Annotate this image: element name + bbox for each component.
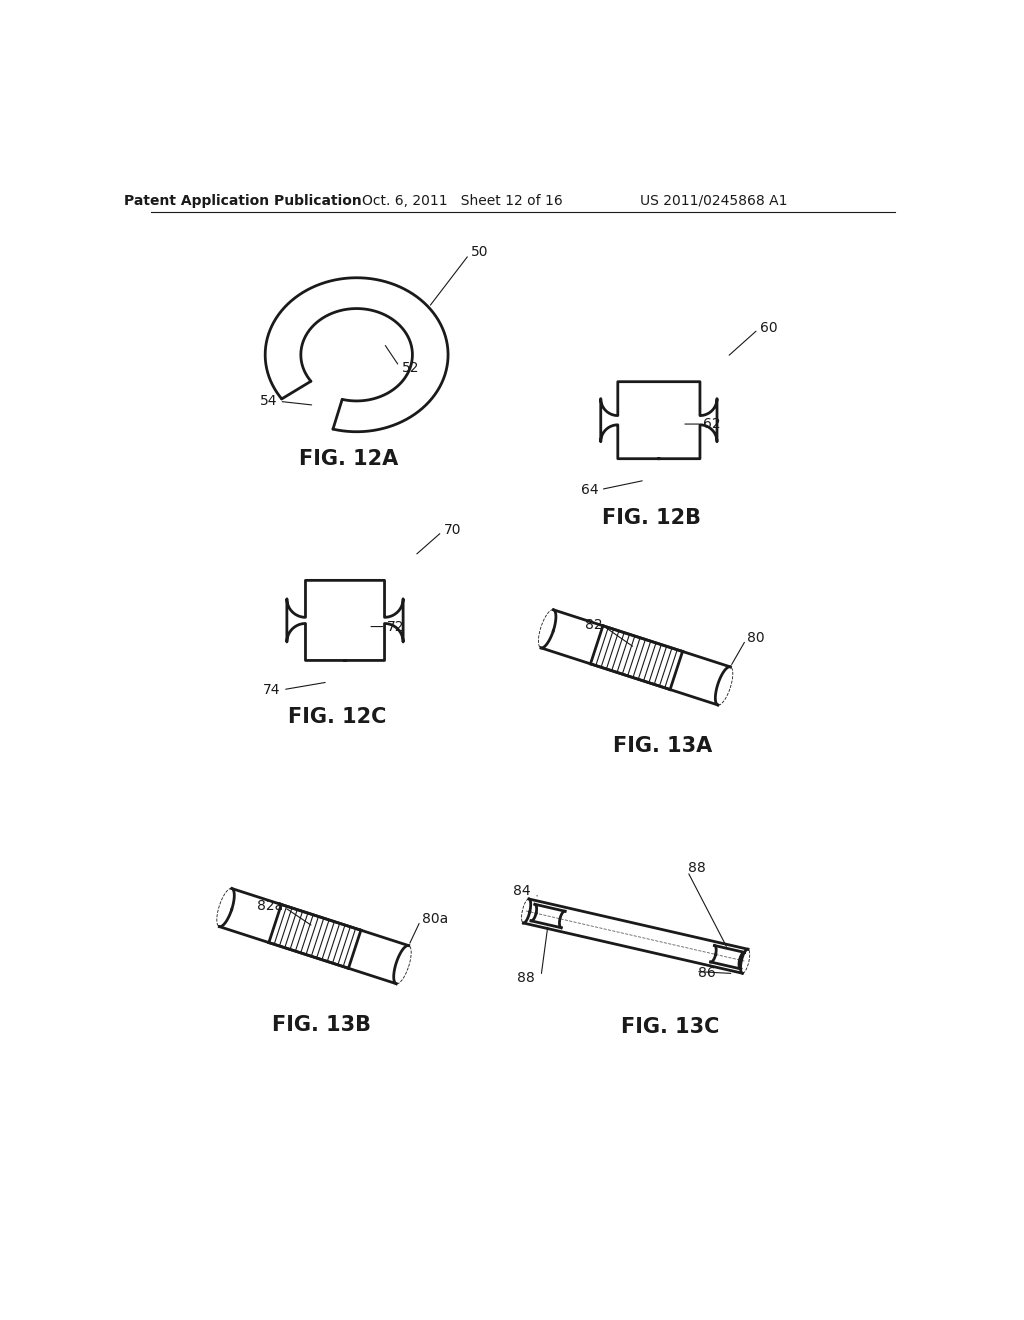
Text: 82a: 82a: [257, 899, 283, 913]
Text: 84: 84: [513, 884, 531, 899]
Text: 62: 62: [703, 417, 721, 432]
Text: 70: 70: [443, 523, 461, 537]
Text: FIG. 12C: FIG. 12C: [288, 706, 386, 726]
Text: 60: 60: [760, 321, 777, 335]
Text: FIG. 13B: FIG. 13B: [272, 1015, 372, 1035]
Text: 80a: 80a: [422, 912, 449, 927]
Text: 82: 82: [585, 618, 602, 632]
Text: FIG. 13C: FIG. 13C: [622, 1016, 720, 1038]
Text: 80: 80: [748, 631, 765, 645]
Text: FIG. 13A: FIG. 13A: [613, 737, 713, 756]
Text: Patent Application Publication: Patent Application Publication: [124, 194, 361, 207]
Text: 72: 72: [387, 619, 404, 634]
Text: 64: 64: [581, 483, 598, 496]
Text: US 2011/0245868 A1: US 2011/0245868 A1: [640, 194, 787, 207]
Text: 74: 74: [263, 682, 281, 697]
Text: Oct. 6, 2011   Sheet 12 of 16: Oct. 6, 2011 Sheet 12 of 16: [362, 194, 563, 207]
Text: 86: 86: [697, 966, 716, 979]
Text: 88: 88: [517, 972, 535, 986]
Text: FIG. 12B: FIG. 12B: [602, 508, 700, 528]
Text: 50: 50: [471, 246, 488, 259]
Text: 54: 54: [260, 395, 278, 408]
Text: 88: 88: [688, 862, 707, 875]
Text: FIG. 12A: FIG. 12A: [299, 449, 398, 469]
Text: 52: 52: [401, 360, 419, 375]
